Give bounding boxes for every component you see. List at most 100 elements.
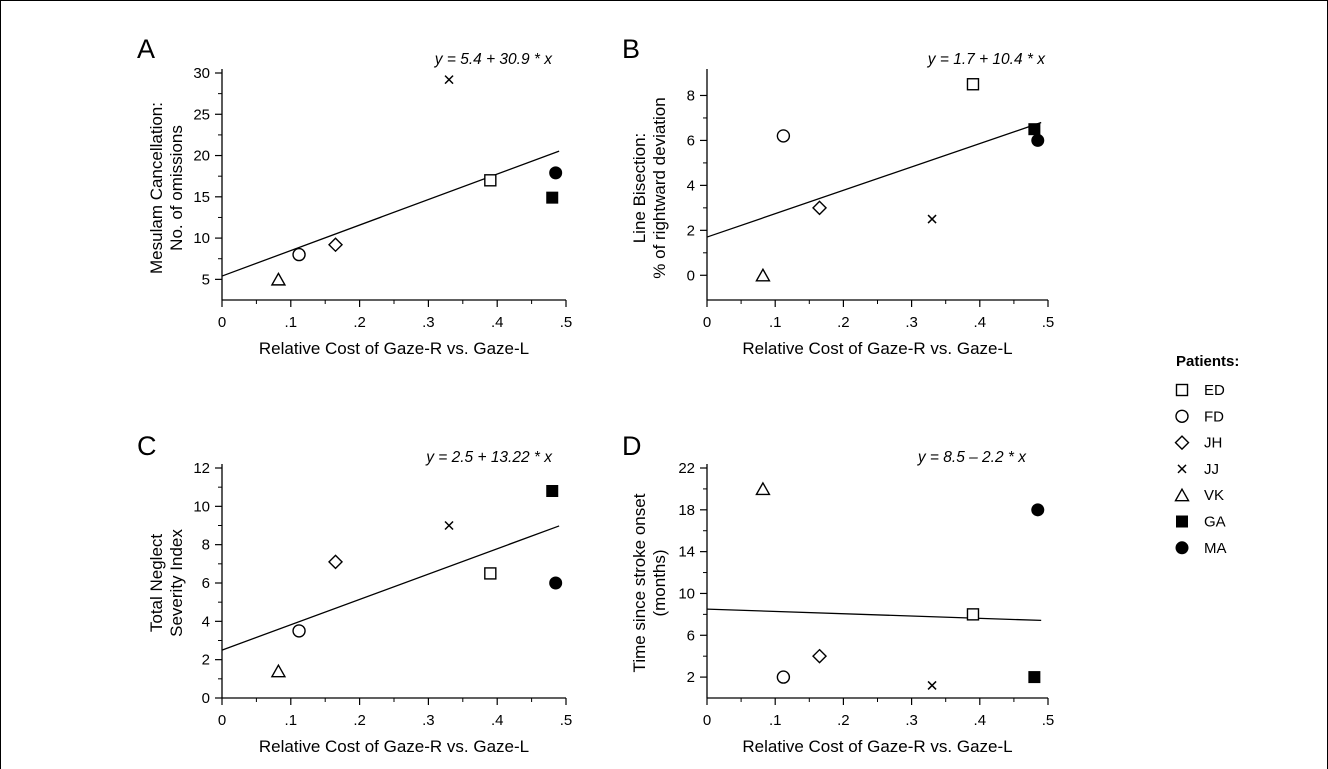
y-axis-label-line: Time since stroke onset xyxy=(630,493,649,672)
y-axis-label-line: Total Neglect xyxy=(147,534,166,633)
panel-letter: B xyxy=(622,34,640,64)
data-point-ga xyxy=(1028,123,1041,136)
data-point-vk xyxy=(270,271,287,286)
legend-marker-ma xyxy=(1175,541,1189,555)
circle-marker-shape xyxy=(776,670,791,684)
legend-label: ED xyxy=(1204,382,1225,399)
x-axis-label: Relative Cost of Gaze-R vs. Gaze-L xyxy=(742,339,1012,358)
filled-square-marker-shape xyxy=(1176,515,1188,528)
circle-marker-shape xyxy=(292,247,306,262)
diamond-marker-shape xyxy=(328,237,344,253)
data-point-vk xyxy=(270,663,287,678)
circle-marker-shape xyxy=(776,129,791,143)
data-point-vk xyxy=(755,267,771,282)
data-point-ma xyxy=(1031,133,1045,147)
legend-label: FD xyxy=(1204,408,1224,425)
y-tick-label: 4 xyxy=(202,613,210,630)
y-tick-label: 0 xyxy=(687,267,695,284)
x-tick-label: .5 xyxy=(1042,712,1055,729)
circle-marker-shape xyxy=(292,624,306,638)
triangle-marker-shape xyxy=(270,271,287,286)
triangle-marker-shape xyxy=(755,267,771,282)
data-point-fd xyxy=(776,129,791,143)
regression-line xyxy=(706,608,1042,622)
data-point-jh xyxy=(812,648,828,664)
square-marker-shape xyxy=(966,78,980,91)
x-tick-label: .2 xyxy=(837,712,850,729)
data-point-fd xyxy=(776,670,791,684)
x-tick-label: .1 xyxy=(769,712,782,729)
data-point-ga xyxy=(546,191,559,204)
x-tick-label: 0 xyxy=(703,314,711,331)
x-tick-label: .3 xyxy=(422,314,435,331)
y-tick-label: 5 xyxy=(202,271,210,288)
y-tick-label: 4 xyxy=(687,177,695,194)
data-point-ma xyxy=(549,166,563,180)
data-point-jh xyxy=(812,200,828,216)
data-point-ed xyxy=(484,174,497,187)
regression-equation: y = 2.5 + 13.22 * x xyxy=(425,449,553,466)
x-tick-label: .5 xyxy=(1042,314,1055,331)
x-tick-label: .1 xyxy=(285,314,298,331)
panel-letter: C xyxy=(137,431,157,461)
data-point-ed xyxy=(966,78,980,91)
x-tick-label: .5 xyxy=(560,314,573,331)
cross-stroke xyxy=(1177,464,1187,474)
y-tick-label: 30 xyxy=(193,65,210,82)
data-point-ed xyxy=(966,608,980,621)
legend-marker-ed xyxy=(1175,383,1189,397)
x-tick-label: .4 xyxy=(974,712,987,729)
y-axis-label-line: (months) xyxy=(650,549,669,616)
diamond-marker-shape xyxy=(1174,435,1190,451)
y-axis-label-line: Line Bisection: xyxy=(630,133,649,244)
triangle-marker-shape xyxy=(1174,487,1190,502)
x-axis-label: Relative Cost of Gaze-R vs. Gaze-L xyxy=(259,339,529,358)
data-point-fd xyxy=(292,247,306,262)
data-point-ed xyxy=(484,567,497,580)
x-tick-label: .1 xyxy=(285,712,298,729)
y-tick-label: 14 xyxy=(678,544,695,561)
regression-equation: y = 1.7 + 10.4 * x xyxy=(927,51,1046,68)
y-tick-label: 18 xyxy=(678,502,695,519)
data-point-jj xyxy=(444,520,454,531)
legend-label: MA xyxy=(1204,540,1227,557)
x-tick-label: .2 xyxy=(353,712,366,729)
x-axis-label: Relative Cost of Gaze-R vs. Gaze-L xyxy=(259,737,529,756)
diamond-marker-shape xyxy=(812,648,828,664)
regression-line xyxy=(706,121,1042,238)
data-point-fd xyxy=(292,624,306,638)
y-tick-label: 6 xyxy=(687,132,695,149)
x-tick-label: .2 xyxy=(837,314,850,331)
y-tick-label: 15 xyxy=(193,189,210,206)
x-tick-label: 0 xyxy=(703,712,711,729)
circle-marker-shape xyxy=(1175,409,1189,423)
x-tick-label: .4 xyxy=(974,314,987,331)
y-axis-label-line: Mesulam Cancellation: xyxy=(147,102,166,274)
data-point-ma xyxy=(549,576,563,590)
y-tick-label: 10 xyxy=(193,230,210,247)
square-marker-shape xyxy=(966,608,980,621)
filled-square-marker-shape xyxy=(1028,123,1041,136)
cross-stroke xyxy=(444,520,454,531)
filled-circle-marker-shape xyxy=(1031,133,1045,147)
regression-equation: y = 5.4 + 30.9 * x xyxy=(434,51,553,68)
x-tick-label: 0 xyxy=(218,712,226,729)
y-axis-label-line: No. of omissions xyxy=(167,125,186,251)
x-axis-label: Relative Cost of Gaze-R vs. Gaze-L xyxy=(742,737,1012,756)
data-point-jj xyxy=(444,75,454,85)
x-tick-label: .4 xyxy=(491,712,504,729)
diamond-marker-shape xyxy=(812,200,828,216)
data-point-jh xyxy=(328,554,344,570)
panel-letter: A xyxy=(137,34,155,64)
legend-label: GA xyxy=(1204,514,1226,531)
x-tick-label: .3 xyxy=(905,712,918,729)
x-tick-label: .3 xyxy=(422,712,435,729)
legend-label: VK xyxy=(1204,487,1224,504)
y-tick-label: 2 xyxy=(687,669,695,686)
triangle-marker-shape xyxy=(270,663,287,678)
x-tick-label: .3 xyxy=(905,314,918,331)
data-point-jj xyxy=(927,214,937,224)
legend-title: Patients: xyxy=(1176,353,1239,370)
y-tick-label: 10 xyxy=(193,498,210,515)
